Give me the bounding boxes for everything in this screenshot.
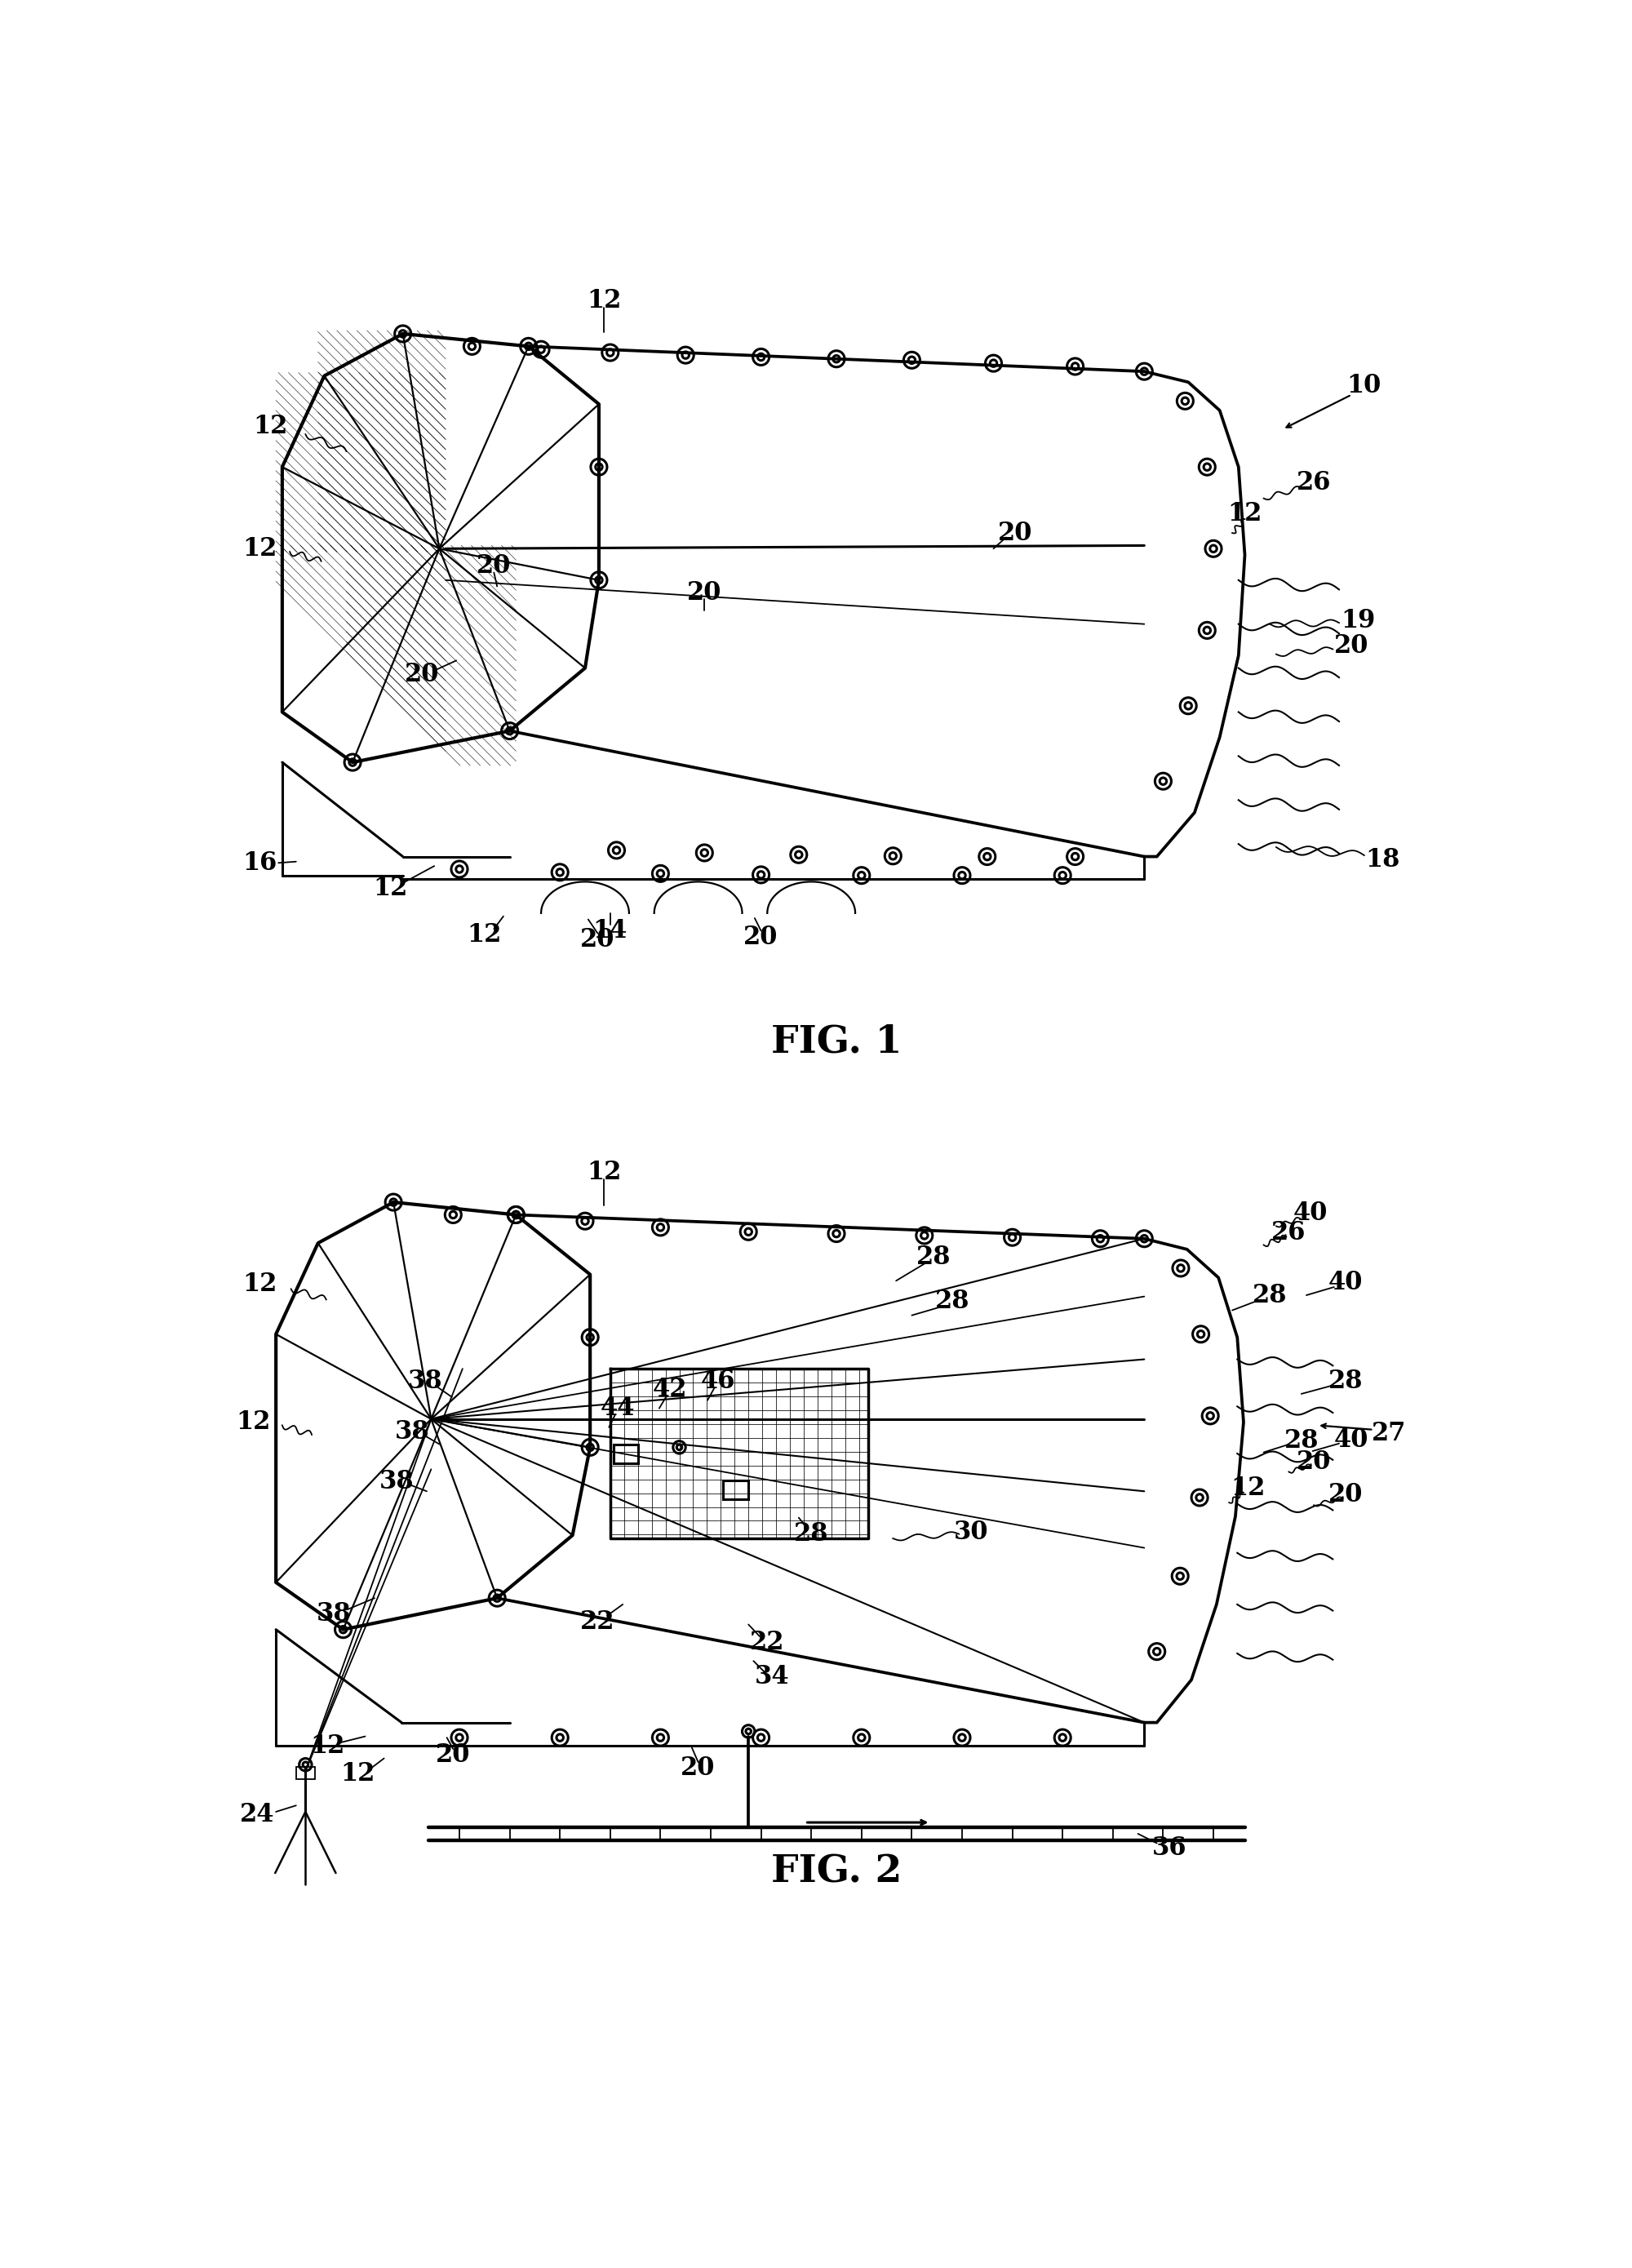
Text: 30: 30 — [955, 1520, 989, 1545]
Bar — [295, 1767, 315, 1778]
Text: 16: 16 — [243, 850, 277, 875]
Text: 12: 12 — [586, 288, 622, 313]
Text: 20: 20 — [477, 553, 511, 578]
Text: 19: 19 — [1340, 608, 1376, 633]
Text: FIG. 1: FIG. 1 — [770, 1023, 902, 1061]
Text: 46: 46 — [702, 1368, 736, 1395]
Text: 20: 20 — [999, 519, 1033, 547]
Text: 38: 38 — [317, 1601, 351, 1626]
Text: 10: 10 — [1346, 372, 1381, 397]
Text: 28: 28 — [917, 1245, 951, 1270]
Text: 20: 20 — [1297, 1449, 1332, 1474]
Text: 27: 27 — [1373, 1420, 1407, 1447]
Text: 12: 12 — [242, 1272, 277, 1297]
Text: 12: 12 — [1231, 1476, 1265, 1501]
Bar — [614, 1445, 638, 1463]
Text: 12: 12 — [242, 535, 277, 560]
Text: 20: 20 — [436, 1742, 470, 1767]
Text: 20: 20 — [744, 925, 778, 950]
Text: 28: 28 — [935, 1288, 969, 1313]
Text: 28: 28 — [1284, 1429, 1319, 1454]
Text: FIG. 2: FIG. 2 — [770, 1853, 902, 1889]
Text: 20: 20 — [681, 1755, 715, 1780]
Bar — [723, 1481, 749, 1499]
Text: 38: 38 — [408, 1368, 442, 1395]
Text: 20: 20 — [687, 581, 721, 606]
Text: 40: 40 — [1328, 1270, 1363, 1295]
Text: 20: 20 — [1328, 1481, 1363, 1506]
Text: 12: 12 — [237, 1408, 271, 1436]
Text: 34: 34 — [756, 1665, 790, 1690]
Text: 12: 12 — [467, 923, 501, 948]
Text: 44: 44 — [601, 1395, 635, 1422]
Text: 28: 28 — [793, 1522, 829, 1547]
Text: 40: 40 — [1294, 1200, 1328, 1227]
Text: 38: 38 — [379, 1470, 415, 1495]
Text: 28: 28 — [1253, 1284, 1288, 1309]
Text: 22: 22 — [751, 1628, 785, 1656]
Text: 38: 38 — [395, 1420, 429, 1445]
Text: 20: 20 — [581, 928, 615, 953]
Text: 12: 12 — [253, 413, 289, 438]
Text: 14: 14 — [592, 919, 627, 943]
Text: 28: 28 — [1328, 1368, 1363, 1395]
Text: 40: 40 — [1335, 1427, 1369, 1452]
Text: 42: 42 — [653, 1377, 687, 1402]
Text: 36: 36 — [1152, 1835, 1186, 1860]
Text: 26: 26 — [1271, 1220, 1306, 1245]
Text: 12: 12 — [374, 875, 408, 900]
Text: 12: 12 — [1227, 501, 1262, 526]
Text: 12: 12 — [341, 1762, 375, 1787]
Text: 20: 20 — [1335, 633, 1369, 658]
Text: 26: 26 — [1297, 469, 1332, 494]
Text: 18: 18 — [1366, 846, 1400, 873]
Text: 12: 12 — [586, 1159, 622, 1184]
Text: 22: 22 — [581, 1610, 615, 1635]
Text: 24: 24 — [240, 1803, 274, 1828]
Text: 12: 12 — [310, 1733, 344, 1758]
Text: 20: 20 — [405, 662, 439, 687]
